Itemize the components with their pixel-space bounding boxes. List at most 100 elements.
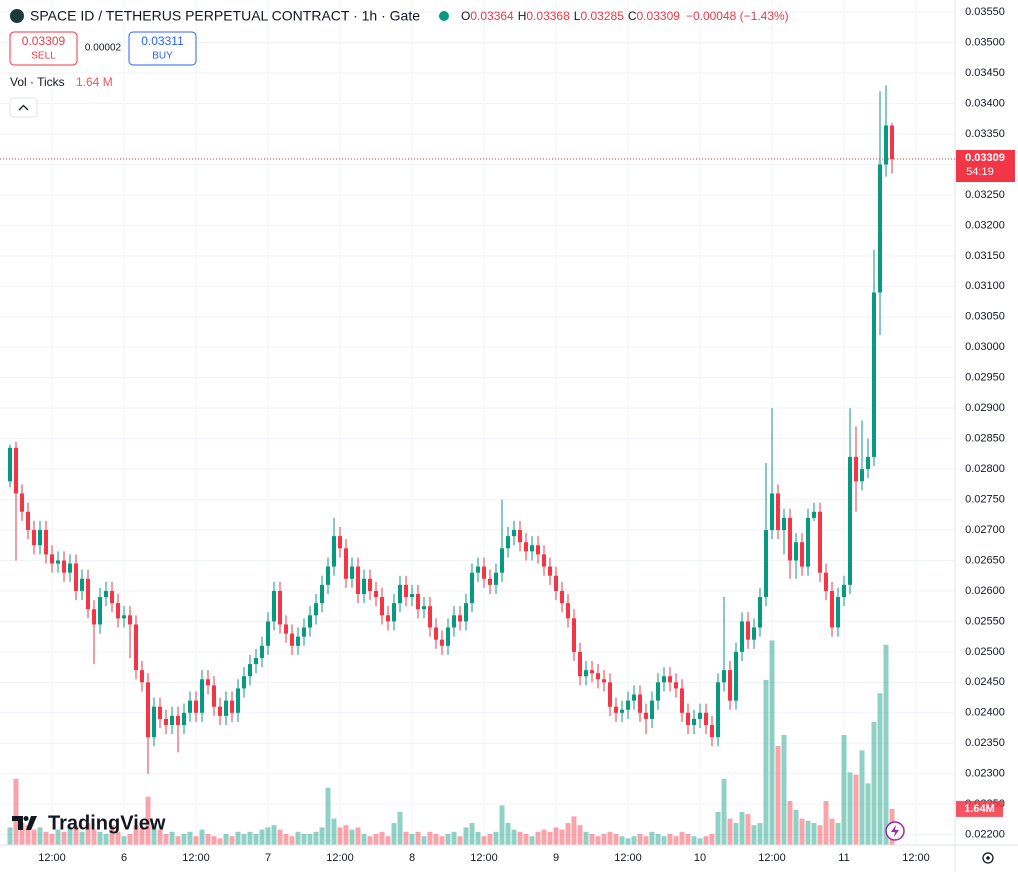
candle-body	[56, 560, 60, 564]
volume-bar	[73, 825, 79, 845]
candle-body	[362, 578, 366, 594]
candle-body	[230, 700, 234, 713]
volume-bar	[145, 796, 151, 845]
volume-bar	[547, 831, 553, 845]
lightning-button[interactable]	[885, 821, 905, 841]
sell-box[interactable]	[9, 31, 78, 66]
candle-body	[314, 603, 318, 616]
candle-body	[668, 676, 672, 683]
volume-bar	[775, 746, 781, 845]
y-tick-label: 0.02300	[965, 768, 1005, 780]
settings-icon[interactable]	[982, 852, 994, 864]
candle-body	[38, 530, 42, 546]
y-tick-label: 0.02750	[965, 493, 1005, 505]
candle-body	[878, 164, 882, 293]
volume-bar	[631, 836, 637, 845]
sell-button[interactable]: 0.03309 SELL	[9, 31, 78, 66]
volume-bar	[727, 818, 733, 845]
volume-bar	[43, 831, 49, 845]
volume-bar	[307, 834, 313, 845]
y-tick-label: 0.03550	[965, 6, 1005, 18]
x-tick-label: 12:00	[614, 852, 642, 864]
candle-body	[98, 597, 102, 625]
candle-body	[158, 706, 162, 719]
candle-body	[350, 566, 354, 579]
candle-body	[218, 706, 222, 716]
candle-body	[440, 639, 444, 646]
x-tick-label: 12:00	[326, 852, 354, 864]
volume-bar	[841, 735, 847, 845]
volume-bar	[115, 831, 121, 845]
volume-bar	[61, 831, 67, 845]
volume-bar	[337, 827, 343, 845]
volume-bar	[265, 827, 271, 845]
buy-button[interactable]: 0.03311 BUY	[128, 31, 197, 66]
candle-body	[890, 125, 894, 160]
y-tick-label: 0.02450	[965, 676, 1005, 688]
candle-body	[704, 712, 708, 725]
candle-body	[410, 593, 414, 598]
candle-body	[578, 651, 582, 677]
o-label: O	[461, 9, 470, 23]
candle-body	[116, 603, 120, 619]
volume-tag	[956, 800, 1003, 817]
logo-mark	[12, 816, 37, 830]
candle-body	[884, 125, 888, 165]
candle-body	[50, 554, 54, 564]
collapse-box[interactable]	[9, 97, 38, 118]
volume-bar	[529, 836, 535, 845]
ohlc-legend: O0.03364 H0.03368 L0.03285 C0.03309 −0.00048…	[461, 9, 789, 23]
l-label: L	[574, 9, 581, 23]
buy-price[interactable]: 0.03311	[141, 34, 184, 48]
candle-body	[758, 597, 762, 628]
candle-body	[416, 593, 420, 610]
collapse-icon[interactable]	[18, 104, 29, 111]
candle-body	[488, 578, 492, 585]
sell-price[interactable]: 0.03309	[22, 34, 66, 48]
volume-bar	[19, 823, 25, 845]
volume-bar	[175, 836, 181, 845]
collapse-button[interactable]	[9, 97, 38, 118]
volume-bar	[373, 834, 379, 845]
lightning-icon[interactable]	[891, 825, 899, 837]
candle-body	[44, 530, 48, 555]
sell-label[interactable]: SELL	[31, 51, 56, 62]
candle-body	[866, 456, 870, 470]
x-tick-label: 11	[838, 852, 849, 864]
volume-bar	[493, 831, 499, 845]
candle-body	[830, 590, 834, 628]
x-tick-label: 10	[694, 852, 706, 864]
candle-body	[236, 688, 240, 713]
volume-bar	[199, 829, 205, 845]
volume-bar	[421, 836, 427, 845]
y-tick-label: 0.02500	[965, 646, 1005, 658]
volume-bar	[649, 831, 655, 845]
candle-body	[740, 621, 744, 652]
candle-body	[860, 469, 864, 482]
volume-bar	[541, 829, 547, 845]
volume-bar	[865, 783, 871, 845]
volume-bar	[799, 818, 805, 845]
volume-bar	[433, 834, 439, 845]
candle-body	[140, 670, 144, 683]
volume-bar	[745, 814, 751, 845]
settings-center[interactable]	[986, 856, 990, 860]
candle-body	[86, 578, 90, 610]
volume-bar	[499, 805, 505, 845]
volume-bar	[361, 834, 367, 845]
volume-layer	[7, 640, 895, 845]
candle-body	[644, 712, 648, 719]
candle-body	[224, 700, 228, 716]
settings-button[interactable]	[982, 852, 994, 864]
volume-bar	[109, 825, 115, 845]
volume-bar	[583, 831, 589, 845]
candle-body	[788, 517, 792, 561]
buy-label[interactable]: BUY	[152, 51, 173, 62]
volume-bar	[625, 838, 631, 845]
buy-box[interactable]	[128, 31, 197, 66]
volume-bar	[385, 836, 391, 845]
candle-body	[422, 606, 426, 610]
x-tick-label: 12:00	[758, 852, 786, 864]
c-value: 0.03309	[637, 9, 681, 23]
candle-body	[194, 700, 198, 713]
